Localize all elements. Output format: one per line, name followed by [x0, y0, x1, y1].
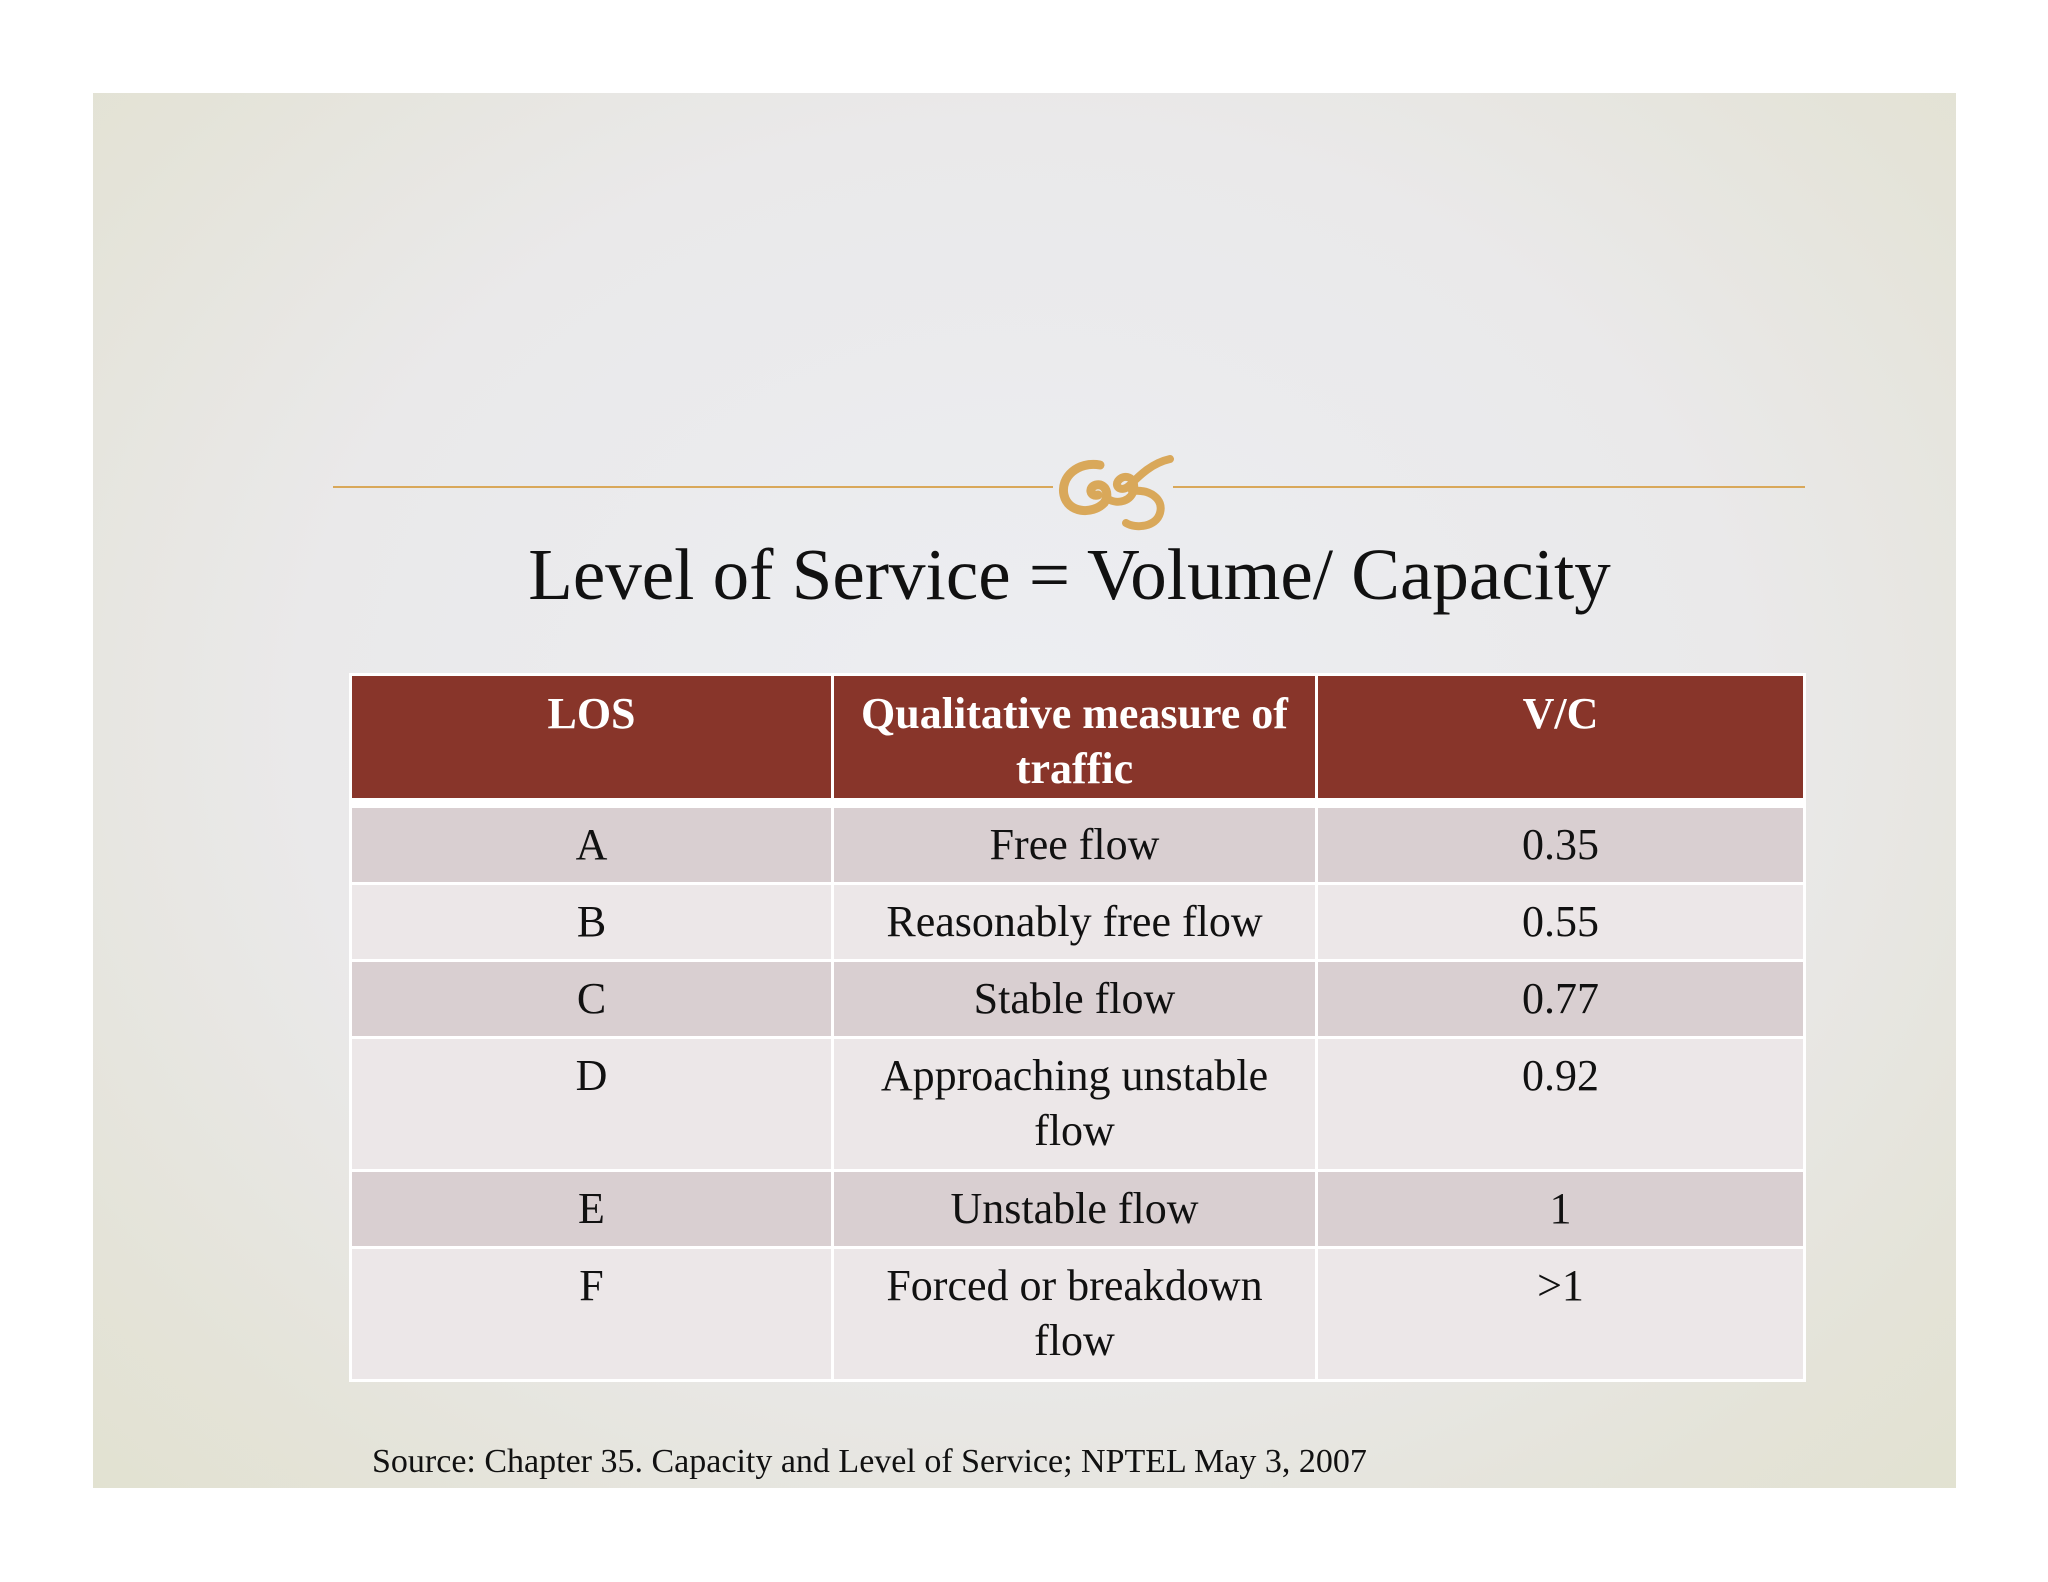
divider-line-left — [333, 486, 1053, 488]
cell-vc: 0.77 — [1315, 959, 1806, 1039]
cell-measure: Unstable flow — [831, 1169, 1318, 1249]
table-row: E Unstable flow 1 — [349, 1169, 1806, 1249]
header-los: LOS — [349, 673, 834, 808]
cell-los: E — [349, 1169, 834, 1249]
cell-los: F — [349, 1246, 834, 1382]
table-row: A Free flow 0.35 — [349, 801, 1806, 885]
scroll-flourish-icon — [1058, 455, 1174, 531]
table-row: D Approaching unstable flow 0.92 — [349, 1036, 1806, 1172]
cell-los: C — [349, 959, 834, 1039]
cell-los: D — [349, 1036, 834, 1172]
cell-measure: Reasonably free flow — [831, 882, 1318, 962]
header-qualitative-measure: Qualitative measure of traffic — [831, 673, 1318, 808]
cell-vc: 1 — [1315, 1169, 1806, 1249]
cell-vc: >1 — [1315, 1246, 1806, 1382]
cell-measure: Stable flow — [831, 959, 1318, 1039]
table-row: B Reasonably free flow 0.55 — [349, 882, 1806, 962]
table-row: C Stable flow 0.77 — [349, 959, 1806, 1039]
cell-los: B — [349, 882, 834, 962]
cell-measure: Approaching unstable flow — [831, 1036, 1318, 1172]
header-vc: V/C — [1315, 673, 1806, 808]
cell-vc: 0.35 — [1315, 801, 1806, 885]
cell-vc: 0.55 — [1315, 882, 1806, 962]
table-row: F Forced or breakdown flow >1 — [349, 1246, 1806, 1382]
cell-vc: 0.92 — [1315, 1036, 1806, 1172]
divider-line-right — [1173, 486, 1805, 488]
cell-measure: Forced or breakdown flow — [831, 1246, 1318, 1382]
cell-los: A — [349, 801, 834, 885]
los-table: LOS Qualitative measure of traffic V/C A… — [349, 673, 1806, 1382]
slide-title: Level of Service = Volume/ Capacity — [528, 534, 1611, 615]
slide: Level of Service = Volume/ Capacity LOS … — [93, 93, 1956, 1488]
source-citation: Source: Chapter 35. Capacity and Level o… — [372, 1443, 1367, 1480]
table-header-row: LOS Qualitative measure of traffic V/C — [349, 673, 1806, 808]
cell-measure: Free flow — [831, 801, 1318, 885]
